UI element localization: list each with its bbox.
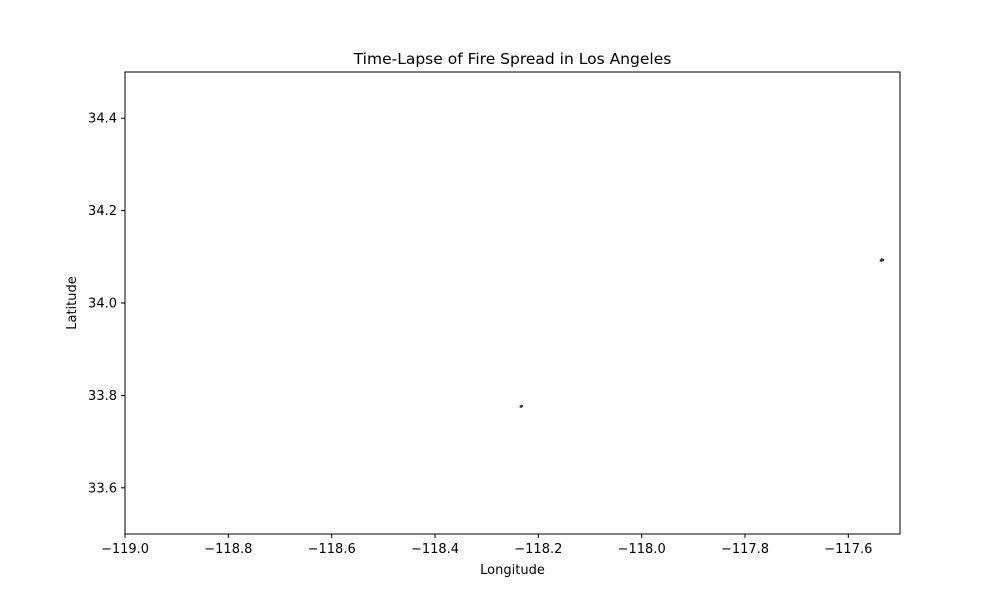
x-axis: −119.0 −118.8 −118.6 −118.4 −118.2 −118.0 −117… — [101, 534, 872, 557]
fire-point — [881, 258, 885, 262]
chart-title: Time-Lapse of Fire Spread in Los Angeles — [353, 50, 672, 68]
x-tick-label: −118.2 — [514, 542, 562, 557]
y-tick-label: 34.0 — [88, 297, 117, 312]
y-tick-label: 33.6 — [88, 481, 117, 496]
x-tick-label: −118.0 — [618, 542, 666, 557]
x-tick-label: −118.6 — [308, 542, 356, 557]
x-tick-label: −118.4 — [411, 542, 459, 557]
data-points — [519, 258, 885, 408]
x-tick-label: −118.8 — [204, 542, 252, 557]
y-tick-label: 33.8 — [88, 389, 117, 404]
x-tick-label: −117.6 — [824, 542, 872, 557]
y-tick-label: 34.2 — [88, 204, 117, 219]
y-axis: 33.6 33.8 34.0 34.2 34.4 — [88, 112, 125, 496]
fire-point — [520, 404, 524, 408]
y-axis-label: Latitude — [65, 276, 80, 330]
y-tick-label: 34.4 — [88, 112, 117, 127]
x-axis-label: Longitude — [480, 563, 545, 578]
x-tick-label: −117.8 — [721, 542, 769, 557]
x-tick-label: −119.0 — [101, 542, 149, 557]
plot-area — [124, 71, 901, 535]
